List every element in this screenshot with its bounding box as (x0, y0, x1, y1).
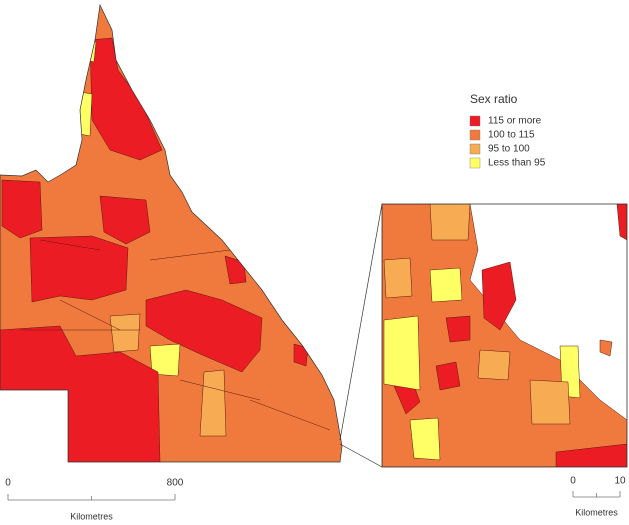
region (555, 443, 627, 467)
inset-connector (339, 203, 383, 441)
scale-tick-label: 10 (614, 476, 626, 487)
region (29, 235, 129, 303)
legend-label: 115 or more (488, 116, 542, 127)
region (429, 204, 471, 241)
mainland-map (0, 5, 342, 462)
region (529, 379, 571, 425)
legend-title: Sex ratio (470, 92, 518, 106)
scale-tick-label: 0 (570, 476, 576, 487)
region (293, 343, 309, 367)
region (89, 37, 163, 161)
legend-swatch (469, 129, 481, 141)
region (599, 339, 613, 357)
region (149, 343, 181, 377)
region (1, 179, 43, 239)
scale-unit: Kilometres (70, 511, 113, 520)
region (0, 5, 342, 462)
region (477, 349, 511, 381)
inset-map (382, 204, 627, 467)
region (199, 369, 227, 437)
region (435, 361, 461, 391)
region (445, 315, 471, 343)
region (383, 257, 413, 299)
scale-unit: Kilometres (575, 507, 618, 517)
region (109, 313, 141, 353)
region (429, 267, 463, 303)
scale-tick-label: 0 (5, 478, 11, 489)
legend-label: Less than 95 (488, 158, 546, 169)
legend-label: 95 to 100 (488, 144, 530, 155)
region (383, 315, 421, 391)
legend-swatch (469, 115, 481, 127)
legend-swatch (469, 157, 481, 169)
region (481, 261, 517, 331)
region (79, 91, 93, 137)
region (409, 417, 441, 461)
region (616, 204, 627, 241)
legend-swatch (469, 143, 481, 155)
region (99, 195, 151, 245)
inset-frame (381, 203, 628, 468)
scale-tick-label: 800 (167, 478, 184, 489)
state-outline (0, 3, 343, 463)
boundary (20, 239, 331, 431)
inset-connector (339, 443, 383, 468)
legend-label: 100 to 115 (488, 130, 535, 141)
region (145, 289, 263, 373)
